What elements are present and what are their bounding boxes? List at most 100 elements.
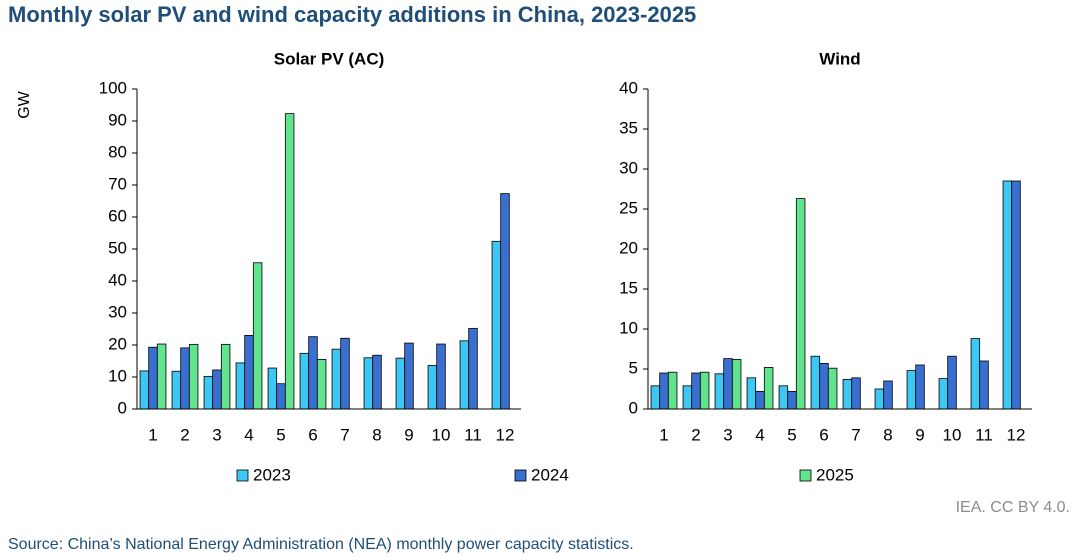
bar [276, 383, 286, 410]
legend-label: 2023 [253, 465, 291, 484]
x-tick-label: 4 [755, 425, 764, 444]
y-tick-label: 80 [108, 142, 127, 161]
bar [468, 327, 478, 410]
bar [404, 342, 414, 410]
bar [188, 343, 199, 410]
x-tick-label: 6 [308, 425, 317, 444]
bar [395, 357, 406, 410]
source: Source: China’s National Energy Administ… [8, 536, 634, 553]
y-tick-label: 30 [619, 158, 638, 177]
subplot-title: Wind [819, 49, 860, 68]
bar [491, 240, 502, 410]
bar [970, 338, 981, 410]
bar [212, 369, 222, 410]
y-tick-label: 20 [619, 238, 638, 257]
bar [244, 334, 254, 410]
y-tick-label: 100 [99, 78, 127, 97]
bar [947, 355, 957, 410]
x-tick-label: 7 [340, 425, 349, 444]
bar [331, 348, 342, 410]
bar [1002, 180, 1013, 410]
legend-swatch [799, 469, 812, 482]
bar [139, 370, 150, 410]
x-tick-label: 3 [723, 425, 732, 444]
y-tick-label: 50 [108, 238, 127, 257]
bar [842, 378, 853, 410]
bar [851, 377, 861, 410]
y-tick-label: 20 [108, 334, 127, 353]
x-tick-label: 12 [496, 425, 515, 444]
bar [252, 262, 263, 410]
bar [691, 372, 701, 410]
bar [795, 198, 806, 410]
bar [156, 343, 167, 410]
x-tick-label: 10 [432, 425, 451, 444]
bar [363, 357, 374, 410]
bar [220, 343, 231, 410]
bar [778, 385, 789, 410]
x-tick-label: 1 [148, 425, 157, 444]
x-tick-label: 4 [244, 425, 253, 444]
bar [427, 365, 438, 410]
bar [299, 352, 310, 410]
x-tick-label: 12 [1007, 425, 1026, 444]
bar [203, 375, 214, 410]
bar [938, 378, 949, 410]
y-tick-label: 25 [619, 198, 638, 217]
x-tick-label: 11 [464, 425, 482, 444]
bar [650, 385, 661, 410]
bar [316, 358, 327, 410]
x-tick-label: 6 [819, 425, 828, 444]
x-tick-label: 8 [372, 425, 381, 444]
chart-title: Monthly solar PV and wind capacity addit… [8, 2, 696, 27]
y-tick-label: 10 [108, 366, 127, 385]
bar [171, 370, 182, 410]
y-tick-label: 30 [108, 302, 127, 321]
legend-swatch [514, 469, 527, 482]
legend-swatch [236, 469, 249, 482]
x-tick-label: 7 [851, 425, 860, 444]
x-tick-label: 1 [659, 425, 668, 444]
y-tick-label: 35 [619, 118, 638, 137]
bar [787, 390, 797, 410]
x-tick-label: 2 [691, 425, 700, 444]
bar [682, 385, 693, 410]
bar [235, 362, 246, 410]
bar [883, 380, 893, 410]
bar [723, 358, 733, 410]
bar [763, 366, 774, 410]
bar [746, 377, 757, 410]
bar [755, 390, 765, 410]
y-tick-label: 70 [108, 174, 127, 193]
x-tick-label: 2 [180, 425, 189, 444]
legend-label: 2025 [816, 465, 854, 484]
bar [372, 354, 382, 410]
y-tick-label: 15 [619, 278, 638, 297]
bar [659, 372, 669, 410]
x-tick-label: 5 [787, 425, 796, 444]
bar [819, 362, 829, 410]
bar [915, 364, 925, 410]
x-tick-label: 11 [975, 425, 993, 444]
y-tick-label: 5 [629, 358, 638, 377]
bar [874, 388, 885, 410]
y-tick-label: 10 [619, 318, 638, 337]
bar [1011, 180, 1021, 410]
x-tick-label: 5 [276, 425, 285, 444]
bar [500, 193, 510, 410]
bar [340, 337, 350, 410]
bar [827, 367, 838, 410]
x-tick-label: 3 [212, 425, 221, 444]
bar [459, 340, 470, 410]
bar [284, 113, 295, 410]
bar [906, 370, 917, 410]
bar [308, 336, 318, 410]
y-tick-label: 40 [108, 270, 127, 289]
bar [180, 347, 190, 410]
subplot-title: Solar PV (AC) [274, 49, 385, 68]
y-tick-label: 0 [629, 398, 638, 417]
y-tick-label: 90 [108, 110, 127, 129]
bar [731, 358, 742, 410]
bar [714, 373, 725, 410]
